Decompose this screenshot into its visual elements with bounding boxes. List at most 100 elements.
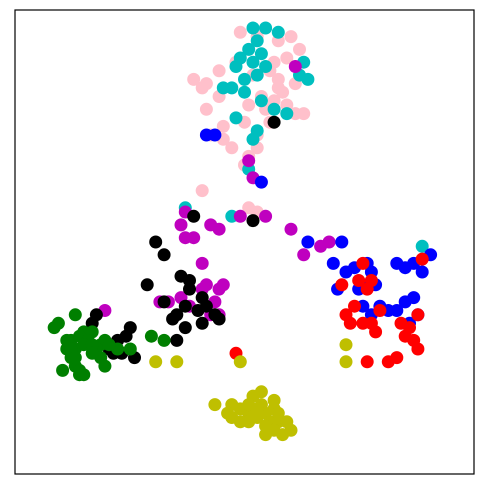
- scatter-point-s7-30: [250, 402, 264, 416]
- scatter-point-s1-10: [250, 68, 264, 82]
- scatter-point-s6-28: [98, 359, 112, 373]
- scatter-point-s6-27: [85, 346, 99, 360]
- scatter-point-s5-6: [157, 295, 171, 309]
- scatter-point-s2-9: [233, 209, 247, 223]
- scatter-point-s6-31: [123, 342, 137, 356]
- scatter-point-s6-26: [56, 363, 70, 377]
- scatter-point-s5-3: [157, 248, 171, 262]
- scatter-point-s1-4: [242, 42, 256, 56]
- scatter-point-s0-4: [293, 42, 306, 56]
- scatter-point-s6-29: [144, 329, 158, 343]
- scatter-point-s2-0: [288, 60, 302, 73]
- scatter-point-s1-9: [259, 60, 273, 73]
- scatter-point-s5-15: [178, 299, 192, 313]
- scatter-point-s7-15: [208, 398, 222, 412]
- scatter-point-s3-2: [254, 175, 268, 189]
- scatter-point-s1-1: [259, 21, 273, 35]
- scatter-point-s1-14: [238, 85, 251, 99]
- scatter-point-s0-14: [199, 102, 213, 116]
- scatter-point-s5-8: [183, 282, 196, 296]
- scatter-point-s2-11: [284, 222, 298, 236]
- scatter-point-s1-15: [254, 94, 268, 108]
- scatter-point-s0-0: [233, 25, 247, 39]
- scatter-point-s7-28: [284, 423, 298, 437]
- scatter-point-s1-0: [246, 21, 260, 35]
- scatter-point-s5-12: [195, 316, 209, 330]
- scatter-point-s0-12: [195, 81, 209, 95]
- scatter-point-s7-2: [339, 338, 353, 352]
- scatter-point-s7-25: [271, 406, 285, 420]
- scatter-point-s3-22: [407, 291, 421, 305]
- scatter-point-s6-23: [102, 338, 116, 352]
- scatter-point-s5-2: [149, 235, 163, 249]
- scatter-point-s3-3: [301, 235, 315, 249]
- scatter-point-s0-38: [271, 81, 285, 95]
- scatter-point-s3-20: [390, 304, 404, 317]
- scatter-point-s1-7: [229, 60, 243, 73]
- scatter-point-s0-3: [284, 30, 298, 44]
- points-layer: [47, 21, 438, 442]
- scatter-point-s2-6: [187, 231, 201, 245]
- scatter-point-s2-12: [297, 248, 311, 262]
- scatter-point-s0-35: [195, 184, 209, 198]
- scatter-point-s0-9: [212, 64, 226, 78]
- scatter-point-s7-27: [259, 428, 273, 442]
- scatter-point-s5-4: [140, 278, 154, 292]
- scatter-point-s6-2: [47, 321, 61, 335]
- scatter-point-s1-20: [280, 107, 294, 121]
- scatter-point-s4-10: [373, 304, 387, 317]
- scatter-point-s0-11: [187, 72, 201, 86]
- scatter-point-s3-1: [208, 128, 222, 142]
- scatter-point-s0-5: [280, 51, 294, 65]
- scatter-point-s2-14: [322, 235, 336, 249]
- scatter-point-s3-4: [335, 235, 349, 249]
- scatter-point-s6-22: [68, 351, 82, 365]
- scatter-point-s7-0: [149, 355, 163, 369]
- scatter-point-s3-14: [415, 265, 429, 279]
- scatter-point-s1-3: [271, 25, 285, 39]
- scatter-point-s4-14: [411, 308, 425, 322]
- scatter-point-s4-1: [352, 274, 366, 287]
- scatter-point-s4-0: [356, 256, 370, 270]
- scatter-point-s4-19: [415, 252, 429, 266]
- scatter-point-s7-1: [170, 355, 184, 369]
- scatter-point-s0-30: [225, 141, 239, 155]
- scatter-point-s5-19: [166, 312, 180, 326]
- scatter-point-s1-27: [415, 239, 429, 253]
- scatter-point-s2-1: [242, 154, 256, 168]
- scatter-point-s0-15: [216, 119, 230, 133]
- plot-frame: [14, 9, 475, 475]
- scatter-point-s5-14: [212, 312, 226, 326]
- scatter-point-s3-5: [326, 256, 340, 270]
- scatter-point-s5-17: [178, 321, 192, 335]
- scatter-point-s1-21: [229, 111, 243, 125]
- scatter-point-s6-30: [157, 333, 171, 347]
- scatter-point-s1-11: [238, 72, 251, 86]
- scatter-point-s2-18: [216, 278, 230, 292]
- scatter-point-s4-3: [360, 282, 374, 296]
- scatter-point-s1-16: [267, 102, 281, 116]
- scatter-point-s5-1: [187, 209, 201, 223]
- scatter-point-s1-18: [301, 72, 315, 86]
- scatter-point-s2-15: [195, 256, 209, 270]
- scatter-point-s6-25: [73, 363, 86, 377]
- scatter-point-s4-11: [369, 325, 383, 339]
- scatter-point-s7-6: [254, 385, 268, 399]
- scatter-point-s6-0: [68, 308, 82, 322]
- scatter-point-s7-4: [233, 355, 247, 369]
- scatter-point-s1-23: [246, 132, 260, 146]
- scatter-point-s5-0: [267, 115, 281, 129]
- scatter-point-s4-5: [348, 299, 361, 313]
- scatter-point-s1-5: [254, 47, 268, 61]
- scatter-point-s1-8: [246, 55, 260, 69]
- scatter-point-s2-10: [259, 209, 273, 223]
- scatter-point-s4-17: [411, 342, 425, 356]
- scatter-point-s7-3: [339, 355, 353, 369]
- scatter-point-s4-15: [403, 321, 416, 335]
- scatter-point-s5-11: [199, 299, 213, 313]
- scatter-point-s1-2: [250, 34, 264, 48]
- scatter-point-s5-18: [170, 333, 184, 347]
- scatter-point-s1-13: [225, 81, 239, 95]
- scatter-point-s5-29: [246, 214, 260, 228]
